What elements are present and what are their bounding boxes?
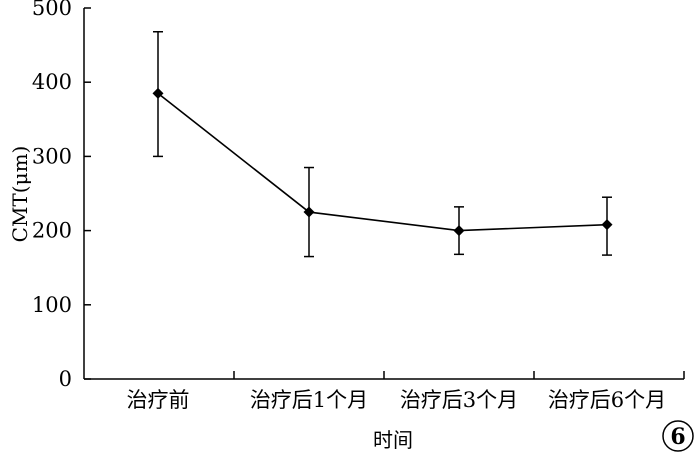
- x-tick-labels: 治疗前 治疗后1个月 治疗后3个月 治疗后6个月: [127, 388, 667, 412]
- x-tick-label: 治疗前: [127, 388, 190, 412]
- data-point-marker: [303, 206, 315, 218]
- x-tick-label: 治疗后3个月: [400, 388, 518, 412]
- y-tick-label: 200: [32, 219, 72, 243]
- x-axis: [84, 371, 685, 380]
- x-tick-label: 治疗后6个月: [548, 388, 666, 412]
- y-axis-title: CMT(μm): [8, 146, 32, 243]
- y-axis: 0 100 200 300 400 500: [32, 0, 91, 391]
- badge-circle: [662, 420, 694, 452]
- y-ticks: 0 100 200 300 400 500: [32, 0, 91, 391]
- y-tick-label: 500: [32, 0, 72, 20]
- y-tick-label: 300: [32, 144, 72, 168]
- figure-number-badge: 6: [662, 420, 694, 452]
- x-ticks: [233, 371, 685, 379]
- x-axis-title: 时间: [373, 428, 413, 452]
- y-tick-label: 0: [59, 367, 72, 391]
- y-tick-label: 100: [32, 293, 72, 317]
- series-line: [157, 92, 608, 232]
- x-tick-label: 治疗后1个月: [250, 388, 368, 412]
- data-point-marker: [453, 225, 465, 237]
- y-tick-label: 400: [32, 70, 72, 94]
- series-layer: [152, 30, 613, 258]
- data-point-marker: [152, 87, 164, 99]
- badge-text: 6: [670, 424, 685, 450]
- data-point-marker: [601, 219, 613, 231]
